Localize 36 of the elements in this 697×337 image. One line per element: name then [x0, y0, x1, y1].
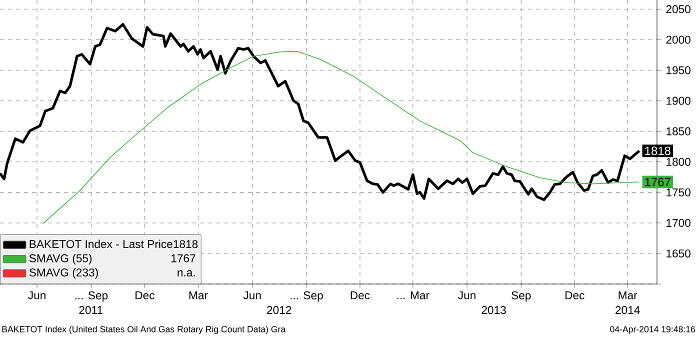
y-tick-label: 2000 — [666, 36, 690, 44]
y-tick-label: 1800 — [666, 158, 690, 166]
text: 2014 — [616, 306, 640, 314]
y-tick-label: 1650 — [666, 249, 690, 258]
annotation: n.a. — [178, 270, 195, 277]
x-tick-label: Mar — [189, 291, 208, 300]
x-tick-label: Dec — [566, 291, 584, 300]
y-tick-label: 2050 — [666, 5, 690, 14]
text: BAKETOT Index (United States Oil And Gas Rotary Rig Count Data) Gra — [2, 326, 286, 334]
y-tick-label: 1900 — [666, 96, 690, 105]
text: 04-Apr-2014 19:48:16 — [610, 326, 695, 334]
text: 2011 — [79, 306, 103, 314]
legend-label: SMAVG (233) — [29, 268, 98, 279]
x-tick-label: Jun — [458, 291, 476, 300]
x-tick-label: Jun — [243, 291, 261, 300]
text: 2012 — [267, 306, 292, 314]
legend-label: SMAVG (55) — [29, 254, 92, 265]
line-series — [0, 23, 641, 202]
x-tick-label: Sep — [512, 291, 531, 302]
text: 2013 — [482, 306, 506, 314]
y-tick-label: 1700 — [666, 218, 690, 227]
y-tick-label: 1950 — [666, 66, 690, 74]
x-tick-label: Dec — [350, 291, 370, 300]
data-label: 1818 — [645, 146, 670, 156]
y-tick-label: 1750 — [666, 188, 690, 196]
x-tick-label: ... Sep — [290, 291, 323, 302]
y-tick-label: 1850 — [666, 127, 690, 136]
annotation: 1818 — [174, 240, 198, 248]
annotation: 1767 — [171, 254, 196, 262]
x-tick-label: Dec — [136, 291, 154, 300]
x-tick-label: ... Mar — [397, 291, 430, 300]
data-label: 1767 — [645, 178, 670, 186]
x-tick-label: Mar — [618, 291, 638, 300]
legend-label: BAKETOT Index - Last Price — [30, 240, 172, 248]
x-tick-label: ... Sep — [75, 291, 108, 302]
x-tick-label: Jun — [28, 291, 46, 300]
